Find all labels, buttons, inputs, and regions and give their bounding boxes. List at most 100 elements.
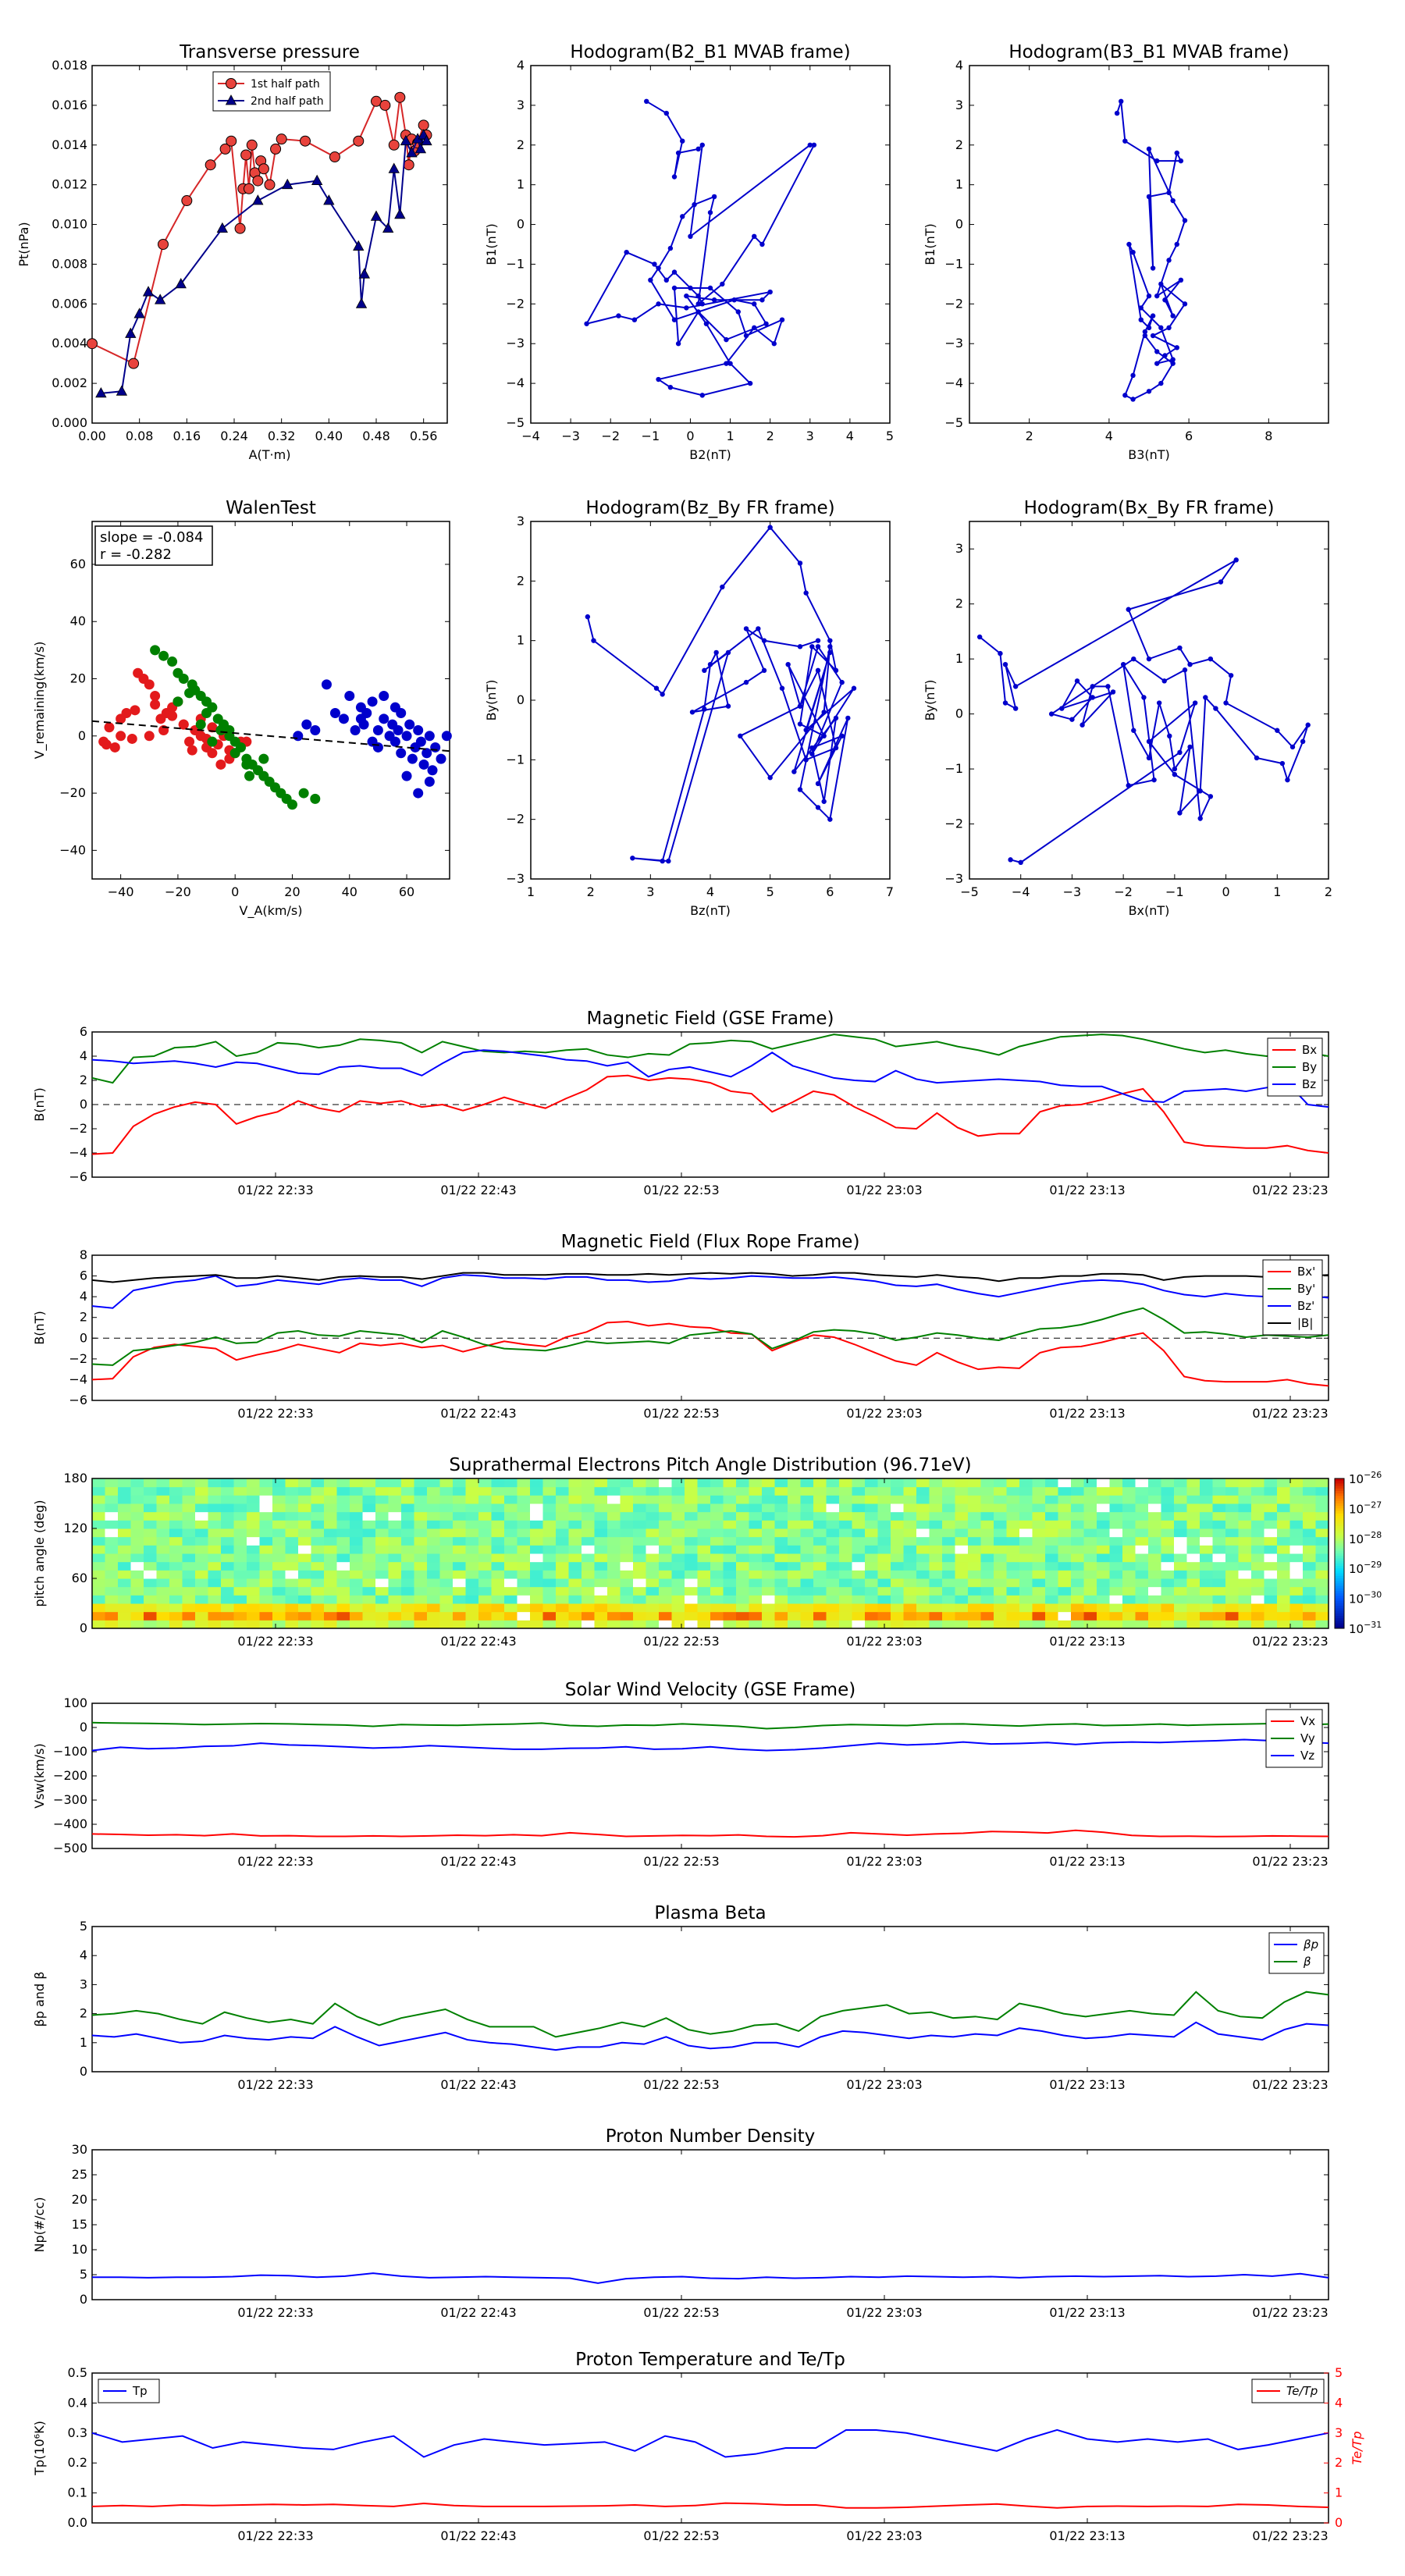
pad-cell bbox=[813, 1486, 827, 1496]
pad-cell bbox=[1135, 1603, 1149, 1613]
pad-cell bbox=[1264, 1536, 1278, 1546]
pad-cell bbox=[130, 1570, 144, 1579]
pad-cell bbox=[491, 1603, 505, 1613]
pad-cell bbox=[414, 1478, 428, 1488]
pad-cell bbox=[710, 1570, 724, 1579]
pad-cell bbox=[530, 1570, 543, 1579]
vsw-xtick-label: 01/22 22:43 bbox=[440, 1854, 516, 1869]
pad-cell bbox=[1186, 1536, 1200, 1546]
pad-cell bbox=[710, 1586, 724, 1596]
pad-cell bbox=[723, 1478, 737, 1488]
pad-cell bbox=[504, 1620, 518, 1629]
pad-cell bbox=[980, 1511, 994, 1521]
hzy-point bbox=[761, 667, 767, 674]
pad-cell bbox=[1019, 1528, 1033, 1538]
pad-cell bbox=[542, 1536, 557, 1546]
pad-cell bbox=[453, 1520, 466, 1529]
pad-cell bbox=[749, 1478, 763, 1488]
pad-cell bbox=[375, 1536, 389, 1546]
pad-cell bbox=[221, 1495, 234, 1504]
h31-point bbox=[1138, 305, 1144, 311]
pad-cell bbox=[311, 1620, 325, 1629]
bgse-xtick-label: 01/22 22:53 bbox=[643, 1183, 719, 1197]
pad-cell bbox=[671, 1620, 685, 1629]
h21-xtick-label: 2 bbox=[767, 429, 774, 443]
h21-point bbox=[752, 325, 757, 331]
pad-cell bbox=[130, 1478, 144, 1488]
hxy-point bbox=[1074, 678, 1080, 684]
pad-cell bbox=[542, 1620, 557, 1629]
pad-colorbar-segment bbox=[1335, 1513, 1344, 1517]
pad-cell bbox=[788, 1553, 801, 1563]
h21-point bbox=[703, 321, 710, 326]
pad-cell bbox=[1097, 1603, 1110, 1613]
pad-cell bbox=[324, 1545, 337, 1554]
pad-cell bbox=[1200, 1586, 1213, 1596]
pad-cell bbox=[942, 1478, 955, 1488]
pad-cell bbox=[414, 1536, 428, 1546]
pad-cell bbox=[633, 1595, 646, 1604]
pad-cell bbox=[259, 1478, 273, 1488]
pad-cell bbox=[1264, 1520, 1278, 1529]
pad-cell bbox=[130, 1620, 144, 1629]
pad-cell bbox=[788, 1561, 801, 1571]
pad-cell bbox=[646, 1603, 660, 1613]
pad-cell bbox=[1032, 1561, 1046, 1571]
pad-cell bbox=[968, 1603, 981, 1613]
h31-point bbox=[1122, 393, 1128, 398]
pad-cell bbox=[362, 1620, 376, 1629]
pad-cell bbox=[105, 1611, 119, 1621]
pad-colorbar-segment bbox=[1335, 1523, 1344, 1527]
pad-colorbar-segment bbox=[1335, 1491, 1344, 1494]
pad-cell bbox=[1032, 1545, 1046, 1554]
h21-point bbox=[759, 297, 765, 303]
pad-cell bbox=[1238, 1503, 1252, 1513]
pad-cell bbox=[208, 1511, 222, 1521]
pad-cell bbox=[980, 1495, 994, 1504]
pad-cell bbox=[530, 1578, 543, 1588]
pad-cell bbox=[1006, 1536, 1020, 1546]
h31-point bbox=[1158, 281, 1164, 287]
pad-cell bbox=[736, 1570, 749, 1579]
np-xtick-label: 01/22 22:43 bbox=[440, 2305, 516, 2320]
pad-cell bbox=[646, 1611, 660, 1621]
pad-cell bbox=[736, 1478, 749, 1488]
walen-point bbox=[215, 724, 226, 735]
pad-cell bbox=[478, 1486, 492, 1496]
pad-cell bbox=[272, 1603, 286, 1613]
pad-cell bbox=[903, 1503, 917, 1513]
pad-cell bbox=[685, 1520, 698, 1529]
pad-colorbar-segment bbox=[1335, 1546, 1344, 1550]
pad-cell bbox=[736, 1486, 749, 1496]
pad-cell bbox=[929, 1486, 943, 1496]
pad-cell bbox=[530, 1611, 543, 1621]
pad-cell bbox=[324, 1561, 337, 1571]
pad-cell bbox=[478, 1561, 492, 1571]
pad-cell bbox=[620, 1611, 634, 1621]
pad-cell bbox=[1303, 1511, 1316, 1521]
hxy-point bbox=[1177, 749, 1183, 756]
hxy-point bbox=[1126, 783, 1131, 788]
bgse-xtick-label: 01/22 22:33 bbox=[237, 1183, 313, 1197]
pad-cell bbox=[453, 1595, 466, 1604]
pad-cell bbox=[1097, 1511, 1110, 1521]
pad-cell bbox=[1264, 1495, 1278, 1504]
pad-cell bbox=[685, 1511, 698, 1521]
pad-cell bbox=[221, 1570, 234, 1579]
pad-cell bbox=[877, 1578, 891, 1588]
pad-cell bbox=[994, 1553, 1007, 1563]
pad-cell bbox=[697, 1545, 711, 1554]
pad-cell bbox=[156, 1478, 170, 1488]
pad-cell bbox=[1006, 1586, 1020, 1596]
pad-cell bbox=[375, 1611, 389, 1621]
pad-cell bbox=[1264, 1586, 1278, 1596]
pad-cell bbox=[556, 1603, 569, 1613]
pad-cell bbox=[980, 1578, 994, 1588]
pad-cell bbox=[259, 1495, 273, 1504]
pad-cell bbox=[788, 1620, 801, 1629]
pad-colorbar-segment bbox=[1335, 1585, 1344, 1589]
h21-point bbox=[656, 265, 661, 271]
pad-cell bbox=[955, 1561, 969, 1571]
pad-cell bbox=[865, 1561, 878, 1571]
hzy-point bbox=[803, 590, 809, 596]
